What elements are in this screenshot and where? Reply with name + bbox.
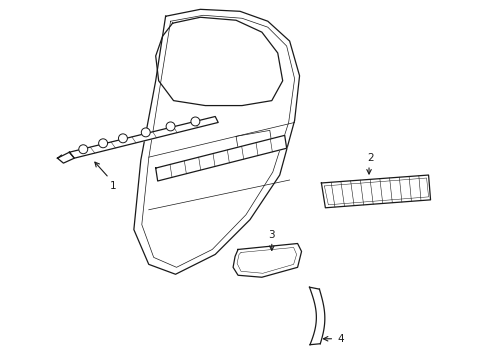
Text: 1: 1 bbox=[109, 181, 116, 191]
Text: 3: 3 bbox=[268, 230, 275, 239]
Polygon shape bbox=[321, 175, 429, 208]
Polygon shape bbox=[233, 243, 301, 277]
Circle shape bbox=[118, 134, 127, 143]
Text: 2: 2 bbox=[367, 153, 373, 163]
Polygon shape bbox=[155, 135, 286, 181]
Polygon shape bbox=[309, 287, 324, 345]
Polygon shape bbox=[57, 152, 74, 163]
Circle shape bbox=[79, 145, 87, 154]
Circle shape bbox=[99, 139, 107, 148]
Polygon shape bbox=[69, 117, 218, 158]
Circle shape bbox=[141, 128, 150, 137]
Circle shape bbox=[190, 117, 200, 126]
Text: 4: 4 bbox=[336, 334, 343, 344]
Circle shape bbox=[166, 122, 175, 131]
